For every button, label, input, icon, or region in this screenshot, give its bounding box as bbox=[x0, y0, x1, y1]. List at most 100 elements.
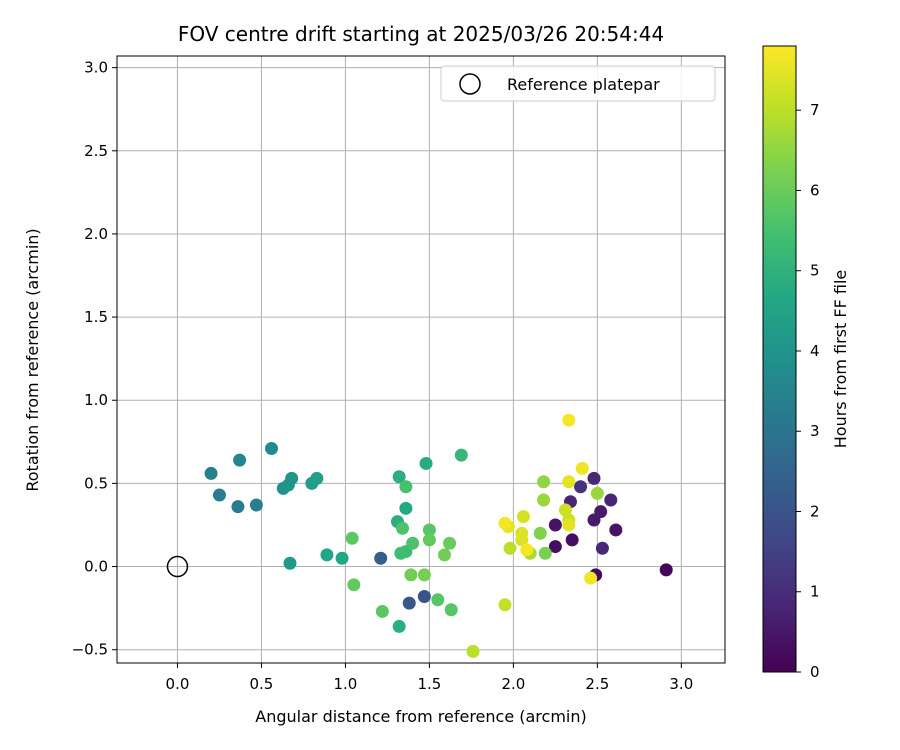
data-point bbox=[537, 475, 551, 489]
data-point bbox=[404, 568, 418, 582]
data-point bbox=[548, 518, 562, 532]
data-point bbox=[406, 536, 420, 550]
data-point bbox=[347, 578, 361, 592]
data-point bbox=[498, 516, 512, 530]
y-tick-label: 1.5 bbox=[84, 308, 108, 326]
data-point bbox=[594, 505, 608, 519]
data-point bbox=[520, 543, 534, 557]
y-axis-label: Rotation from reference (arcmin) bbox=[23, 228, 42, 491]
data-point bbox=[548, 540, 562, 554]
colorbar-tick-label: 6 bbox=[810, 181, 820, 199]
colorbar-label: Hours from first FF file bbox=[831, 270, 850, 449]
y-tick-label: 3.0 bbox=[84, 59, 108, 77]
reference-marker bbox=[166, 555, 189, 578]
data-point bbox=[574, 480, 588, 494]
y-tick-label: −0.5 bbox=[72, 641, 108, 659]
data-point bbox=[265, 441, 279, 455]
data-point bbox=[562, 475, 576, 489]
data-point bbox=[374, 551, 388, 565]
data-point bbox=[590, 486, 604, 500]
data-point bbox=[392, 619, 406, 633]
data-point bbox=[283, 556, 297, 570]
data-point bbox=[375, 604, 389, 618]
data-point bbox=[584, 571, 598, 585]
data-point bbox=[595, 541, 609, 555]
data-point bbox=[438, 548, 452, 562]
data-point bbox=[558, 503, 572, 517]
y-tick-label: 2.5 bbox=[84, 142, 108, 160]
x-tick-label: 1.5 bbox=[417, 675, 441, 693]
data-point bbox=[281, 478, 295, 492]
colorbar-tick-label: 2 bbox=[810, 502, 820, 520]
y-tick-label: 0.0 bbox=[84, 558, 108, 576]
colorbar-tick-label: 4 bbox=[810, 342, 820, 360]
colorbar-tick-label: 5 bbox=[810, 262, 820, 280]
x-tick-label: 3.0 bbox=[669, 675, 693, 693]
data-point bbox=[422, 533, 436, 547]
legend: Reference platepar bbox=[440, 65, 716, 102]
data-point bbox=[659, 563, 673, 577]
data-point bbox=[419, 456, 433, 470]
data-point bbox=[587, 471, 601, 485]
plot-frame bbox=[116, 55, 726, 664]
data-point bbox=[609, 523, 623, 537]
data-point bbox=[399, 501, 413, 515]
data-point bbox=[443, 536, 457, 550]
colorbar-ticks: 0 1 2 3 4 5 6 7 bbox=[796, 101, 820, 681]
data-point bbox=[498, 598, 512, 612]
data-point bbox=[392, 470, 406, 484]
x-tick-label: 1.0 bbox=[333, 675, 357, 693]
data-point bbox=[422, 523, 436, 537]
data-point bbox=[466, 644, 480, 658]
data-point bbox=[533, 526, 547, 540]
data-point bbox=[417, 568, 431, 582]
data-point bbox=[204, 466, 218, 480]
colorbar-tick-label: 0 bbox=[810, 663, 820, 681]
data-point bbox=[402, 596, 416, 610]
plot-area bbox=[117, 56, 725, 663]
data-point bbox=[320, 548, 334, 562]
grid-lines bbox=[117, 56, 725, 663]
colorbar-tick-label: 7 bbox=[810, 101, 820, 119]
data-point bbox=[537, 493, 551, 507]
y-tick-label: 0.5 bbox=[84, 474, 108, 492]
legend-label: Reference platepar bbox=[507, 75, 660, 94]
axis-ticks: 0.0 0.5 1.0 1.5 2.0 2.5 3.0 −0.5 0.0 0.5 1.0 1.5 2.0… bbox=[72, 59, 694, 693]
data-point bbox=[538, 546, 552, 560]
data-point bbox=[562, 518, 576, 532]
data-point bbox=[454, 448, 468, 462]
data-point bbox=[431, 593, 445, 607]
chart-title: FOV centre drift starting at 2025/03/26 … bbox=[178, 22, 664, 46]
data-point bbox=[417, 589, 431, 603]
colorbar-tick-label: 3 bbox=[810, 422, 820, 440]
colorbar-gradient bbox=[762, 45, 797, 673]
data-point bbox=[562, 413, 576, 427]
data-point bbox=[231, 500, 245, 514]
legend-box bbox=[440, 65, 716, 102]
x-axis-label: Angular distance from reference (arcmin) bbox=[255, 707, 586, 726]
y-tick-label: 2.0 bbox=[84, 225, 108, 243]
colorbar-tick-label: 1 bbox=[810, 583, 820, 601]
data-point bbox=[503, 541, 517, 555]
y-tick-label: 1.0 bbox=[84, 391, 108, 409]
data-point bbox=[399, 480, 413, 494]
data-point bbox=[310, 471, 324, 485]
data-point bbox=[233, 453, 247, 467]
data-point bbox=[444, 603, 458, 617]
x-tick-label: 2.0 bbox=[501, 675, 525, 693]
colorbar: 0 1 2 3 4 5 6 7 Hours from first FF file bbox=[762, 45, 850, 681]
data-point bbox=[335, 551, 349, 565]
x-tick-label: 2.5 bbox=[585, 675, 609, 693]
data-point bbox=[345, 531, 359, 545]
data-points bbox=[204, 413, 673, 658]
data-point bbox=[249, 498, 263, 512]
data-point bbox=[212, 488, 226, 502]
data-point bbox=[575, 461, 589, 475]
data-point bbox=[394, 546, 408, 560]
data-point bbox=[604, 493, 618, 507]
data-point bbox=[396, 521, 410, 535]
x-tick-label: 0.0 bbox=[166, 675, 190, 693]
data-point bbox=[516, 510, 530, 524]
data-point bbox=[565, 533, 579, 547]
